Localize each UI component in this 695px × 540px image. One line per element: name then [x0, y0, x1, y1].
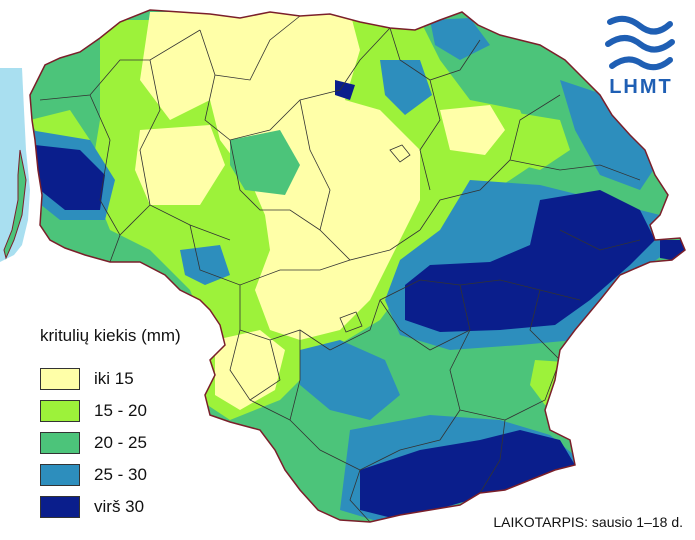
country-border	[29, 9, 686, 523]
period-label: LAIKOTARPIS: sausio 1–18 d.	[493, 514, 683, 530]
legend-swatch	[40, 368, 80, 390]
legend: iki 15 15 - 20 20 - 25 25 - 30 virš 30	[40, 364, 147, 524]
curonian-spit	[3, 149, 27, 260]
legend-item: 20 - 25	[40, 428, 147, 458]
legend-swatch	[40, 496, 80, 518]
lhmt-logo: LHMT	[600, 14, 680, 104]
legend-swatch	[40, 432, 80, 454]
city-outline-north	[389, 144, 411, 163]
legend-label: 25 - 30	[94, 465, 147, 484]
logo-text: LHMT	[609, 76, 673, 98]
legend-label: iki 15	[94, 369, 134, 388]
legend-item: virš 30	[40, 492, 147, 522]
district-boundaries	[39, 15, 641, 522]
legend-item: 25 - 30	[40, 460, 147, 490]
legend-item: 15 - 20	[40, 396, 147, 426]
legend-label: 15 - 20	[94, 401, 147, 420]
legend-swatch	[40, 400, 80, 422]
legend-label: 20 - 25	[94, 433, 147, 452]
legend-swatch	[40, 464, 80, 486]
legend-item: iki 15	[40, 364, 147, 394]
city-outline-central	[339, 311, 363, 333]
legend-label: virš 30	[94, 497, 145, 516]
legend-title: kritulių kiekis (mm)	[40, 326, 181, 345]
waves-icon	[605, 15, 675, 71]
